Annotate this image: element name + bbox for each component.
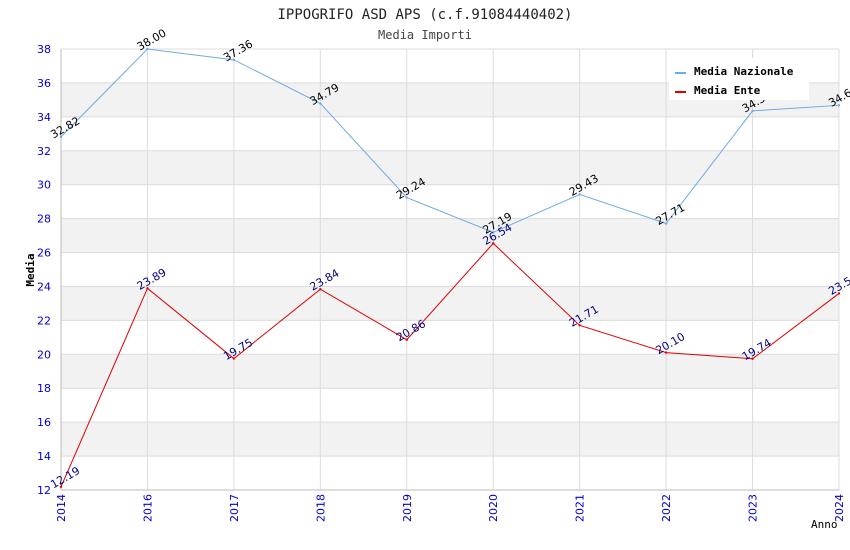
- legend-label-media-ente: Media Ente: [694, 84, 761, 97]
- data-point-media-ente: [664, 351, 668, 354]
- series-line-media-ente: [60, 242, 840, 487]
- data-point-media-ente: [59, 485, 63, 488]
- grid-band: [61, 422, 839, 457]
- grid-band: [61, 218, 839, 253]
- data-label-media-nazionale: 32.82: [48, 114, 82, 141]
- data-point-media-nazionale: [146, 47, 149, 51]
- x-tick-label: 2023: [747, 494, 760, 522]
- x-tick-label: 2019: [401, 494, 414, 522]
- y-tick-label: 32: [37, 145, 51, 158]
- y-tick-label: 34: [37, 111, 51, 124]
- data-point-media-nazionale: [59, 135, 63, 139]
- grid-band: [61, 150, 839, 185]
- y-tick-label: 38: [37, 43, 51, 56]
- y-tick-label: 30: [37, 179, 51, 192]
- data-point-media-ente: [319, 287, 322, 291]
- data-label-media-ente: 20.86: [394, 317, 428, 344]
- series-line-media-nazionale: [60, 48, 840, 233]
- y-tick-label: 16: [37, 416, 51, 429]
- y-tick-label: 28: [37, 213, 51, 226]
- series-lines: [59, 47, 841, 488]
- y-tick-label: 14: [37, 450, 51, 463]
- x-tick-label: 2016: [141, 494, 154, 522]
- y-tick-label: 24: [37, 280, 51, 293]
- y-tick-label: 26: [37, 247, 51, 260]
- y-axis-label: Media: [24, 253, 37, 286]
- x-tick-label: 2018: [314, 494, 327, 522]
- x-axis-ticks: 2014 2016 2017 2018 2019 2020 2021 2022 2023 2024: [55, 494, 846, 522]
- y-tick-label: 22: [37, 314, 51, 327]
- data-point-media-nazionale: [319, 102, 322, 105]
- data-label-media-ente: 12.19: [48, 464, 82, 491]
- legend: Media Nazionale Media Ente: [669, 58, 809, 100]
- data-point-media-ente: [578, 324, 581, 327]
- data-point-media-ente: [146, 287, 149, 290]
- x-tick-label: 2017: [228, 494, 241, 522]
- data-point-media-nazionale: [492, 231, 495, 234]
- background-bands: [61, 82, 839, 457]
- y-tick-label: 18: [37, 382, 51, 395]
- data-label-media-nazionale: 37.36: [221, 37, 255, 64]
- y-axis-ticks: 12 14 16 18 20 22 24 26 28 30 32 34 36 38: [37, 43, 51, 497]
- data-point-media-nazionale: [751, 109, 754, 113]
- grid-band: [61, 354, 839, 389]
- data-point-media-ente: [837, 292, 841, 295]
- data-point-media-nazionale: [405, 196, 408, 199]
- y-tick-label: 12: [37, 484, 51, 497]
- data-point-media-nazionale: [837, 104, 841, 107]
- data-point-media-ente: [492, 242, 495, 245]
- legend-box: [669, 58, 809, 100]
- data-point-media-ente: [751, 357, 754, 360]
- y-tick-label: 36: [37, 77, 51, 90]
- chart-title: IPPOGRIFO ASD APS (c.f.91084440402): [277, 7, 572, 23]
- x-tick-label: 2014: [55, 494, 68, 522]
- x-tick-label: 2021: [574, 494, 587, 522]
- x-tick-label: 2022: [660, 494, 673, 522]
- data-point-media-nazionale: [664, 222, 668, 225]
- x-tick-label: 2020: [487, 494, 500, 522]
- data-point-media-ente: [405, 338, 408, 341]
- chart-subtitle: Media Importi: [378, 28, 472, 42]
- data-point-media-ente: [232, 357, 236, 360]
- gridlines: [60, 48, 840, 491]
- data-point-media-nazionale: [578, 193, 581, 196]
- x-axis-label: Anno: [811, 518, 838, 531]
- y-tick-label: 20: [37, 348, 51, 361]
- legend-label-media-nazionale: Media Nazionale: [694, 65, 794, 78]
- data-label-media-ente: 23.59: [826, 271, 850, 298]
- x-tick-label: 2024: [833, 494, 846, 522]
- data-point-media-nazionale: [232, 58, 236, 62]
